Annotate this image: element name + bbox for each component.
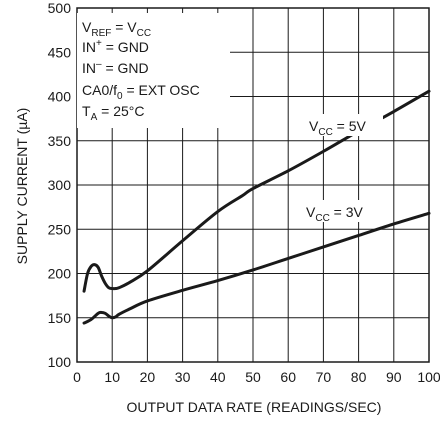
x-tick-label-0: 0 (73, 369, 81, 385)
y-tick-label-450: 450 (48, 44, 72, 60)
y-tick-label-350: 350 (48, 133, 72, 149)
series-label-5v: VCC = 5V (309, 118, 367, 138)
condition-ta: TA = 25°C (82, 103, 144, 123)
x-tick-label-10: 10 (104, 369, 120, 385)
x-tick-label-60: 60 (280, 369, 296, 385)
tick-labels: 0 10 20 30 40 50 60 70 80 90 100 100 150 200 250 300 350… (48, 0, 440, 385)
x-tick-label-30: 30 (175, 369, 191, 385)
x-tick-label-70: 70 (316, 369, 332, 385)
series-label-3v-bg (302, 200, 380, 222)
series-line-vcc-5v (82, 89, 431, 293)
x-tick-label-20: 20 (140, 369, 156, 385)
x-tick-label-100: 100 (417, 369, 440, 385)
y-tick-label-150: 150 (48, 310, 72, 326)
plot-frame (76, 7, 430, 363)
y-tick-label-100: 100 (48, 354, 72, 370)
condition-ca0-f0: CA0/f0 = EXT OSC (82, 82, 200, 102)
x-tick-label-90: 90 (386, 369, 402, 385)
y-tick-label-500: 500 (48, 0, 72, 16)
x-tick-label-50: 50 (245, 369, 261, 385)
conditions-box (77, 13, 230, 128)
y-tick-label-250: 250 (48, 221, 72, 237)
x-tick-label-80: 80 (351, 369, 367, 385)
x-axis-title: OUTPUT DATA RATE (READINGS/SEC) (127, 399, 382, 415)
y-axis-title: SUPPLY CURRENT (µA) (14, 108, 30, 265)
y-tick-label-300: 300 (48, 177, 72, 193)
condition-vref: VREF = VCC (82, 19, 151, 39)
series-label-3v: VCC = 3V (306, 204, 364, 224)
x-tick-label-40: 40 (210, 369, 226, 385)
condition-in-minus: IN– = GND (82, 59, 149, 76)
y-tick-label-200: 200 (48, 266, 72, 282)
series-label-5v-bg (305, 114, 383, 136)
grid (76, 7, 430, 363)
y-tick-label-400: 400 (48, 89, 72, 105)
series-lines (82, 89, 431, 325)
condition-in-plus: IN+ = GND (82, 38, 149, 55)
series-line-vcc-3v (82, 211, 431, 325)
